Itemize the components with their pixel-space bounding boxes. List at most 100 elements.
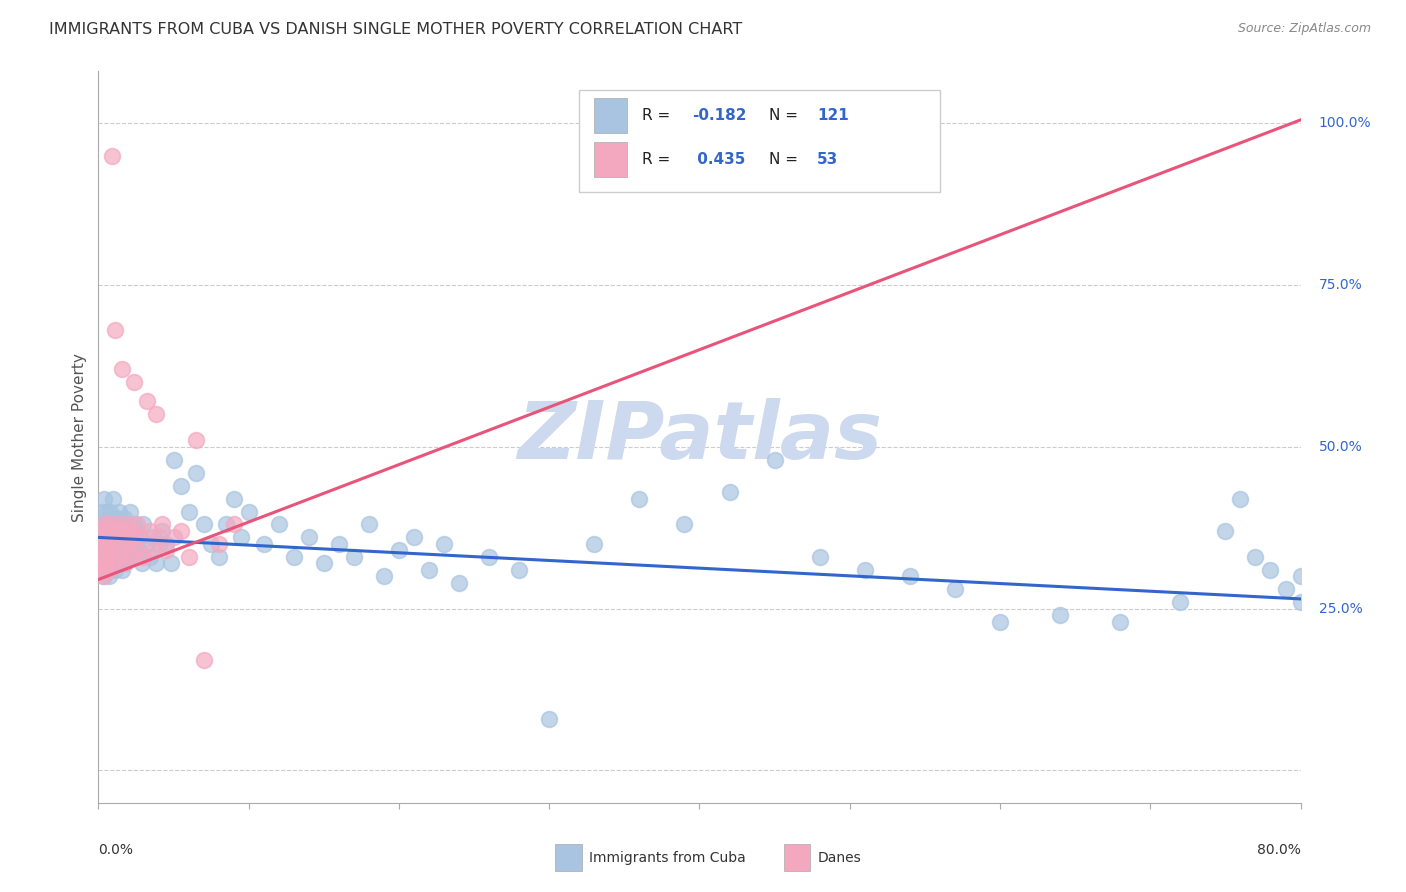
- Point: [118, 524, 141, 538]
- Point: [1215, 524, 1237, 538]
- Point: [108, 549, 131, 564]
- Point: [138, 524, 160, 538]
- Bar: [593, 98, 627, 133]
- Point: [373, 569, 395, 583]
- Point: [141, 530, 163, 544]
- Point: [115, 517, 138, 532]
- Point: [96, 537, 118, 551]
- Point: [135, 537, 157, 551]
- Text: 100.0%: 100.0%: [1319, 116, 1371, 130]
- Point: [91, 530, 114, 544]
- Point: [184, 466, 207, 480]
- Point: [357, 517, 380, 532]
- Point: [101, 557, 124, 571]
- Point: [100, 504, 122, 518]
- Text: 50.0%: 50.0%: [1319, 440, 1362, 454]
- Point: [298, 530, 321, 544]
- Point: [238, 504, 260, 518]
- Text: 0.0%: 0.0%: [98, 843, 134, 857]
- Point: [433, 537, 456, 551]
- Point: [90, 524, 112, 538]
- FancyBboxPatch shape: [579, 90, 939, 192]
- Bar: [593, 142, 627, 177]
- Text: 0.435: 0.435: [692, 152, 745, 167]
- Point: [132, 549, 155, 564]
- Point: [177, 504, 200, 518]
- Point: [103, 491, 125, 506]
- Bar: [783, 845, 810, 871]
- Point: [718, 485, 741, 500]
- Point: [141, 543, 163, 558]
- Point: [94, 549, 117, 564]
- Point: [1049, 608, 1071, 623]
- Point: [1170, 595, 1192, 609]
- Point: [162, 452, 184, 467]
- Point: [96, 524, 118, 538]
- Point: [90, 537, 112, 551]
- Point: [114, 524, 136, 538]
- Point: [101, 524, 124, 538]
- Point: [222, 517, 245, 532]
- Point: [94, 557, 117, 571]
- Text: Danes: Danes: [817, 851, 860, 864]
- Point: [388, 543, 411, 558]
- Point: [110, 524, 132, 538]
- Point: [538, 712, 561, 726]
- Point: [135, 394, 157, 409]
- Point: [184, 434, 207, 448]
- Point: [159, 557, 181, 571]
- Point: [96, 563, 118, 577]
- Point: [107, 557, 129, 571]
- Point: [97, 537, 120, 551]
- Text: 80.0%: 80.0%: [1257, 843, 1301, 857]
- Bar: [555, 845, 582, 871]
- Point: [110, 549, 132, 564]
- Point: [1229, 491, 1251, 506]
- Text: Source: ZipAtlas.com: Source: ZipAtlas.com: [1237, 22, 1371, 36]
- Point: [583, 537, 606, 551]
- Point: [763, 452, 786, 467]
- Point: [155, 537, 177, 551]
- Point: [100, 517, 122, 532]
- Point: [103, 517, 125, 532]
- Text: 75.0%: 75.0%: [1319, 278, 1362, 292]
- Point: [122, 543, 145, 558]
- Point: [90, 517, 112, 532]
- Point: [124, 375, 146, 389]
- Point: [267, 517, 290, 532]
- Point: [93, 491, 115, 506]
- Point: [215, 517, 238, 532]
- Point: [132, 517, 155, 532]
- Point: [898, 569, 921, 583]
- Point: [988, 615, 1011, 629]
- Point: [145, 408, 167, 422]
- Point: [112, 511, 135, 525]
- Point: [118, 504, 141, 518]
- Point: [111, 530, 134, 544]
- Point: [103, 524, 125, 538]
- Point: [117, 537, 139, 551]
- Point: [125, 537, 148, 551]
- Point: [125, 543, 148, 558]
- Point: [104, 323, 127, 337]
- Point: [129, 530, 152, 544]
- Point: [162, 530, 184, 544]
- Text: ZIPatlas: ZIPatlas: [517, 398, 882, 476]
- Point: [111, 563, 134, 577]
- Point: [112, 543, 135, 558]
- Point: [283, 549, 305, 564]
- Point: [100, 530, 122, 544]
- Point: [1109, 615, 1132, 629]
- Point: [1244, 549, 1267, 564]
- Point: [91, 557, 114, 571]
- Point: [124, 517, 146, 532]
- Point: [89, 549, 111, 564]
- Point: [177, 549, 200, 564]
- Point: [117, 530, 139, 544]
- Text: 53: 53: [817, 152, 838, 167]
- Point: [103, 543, 125, 558]
- Point: [127, 517, 149, 532]
- Point: [129, 530, 152, 544]
- Point: [155, 543, 177, 558]
- Point: [208, 549, 231, 564]
